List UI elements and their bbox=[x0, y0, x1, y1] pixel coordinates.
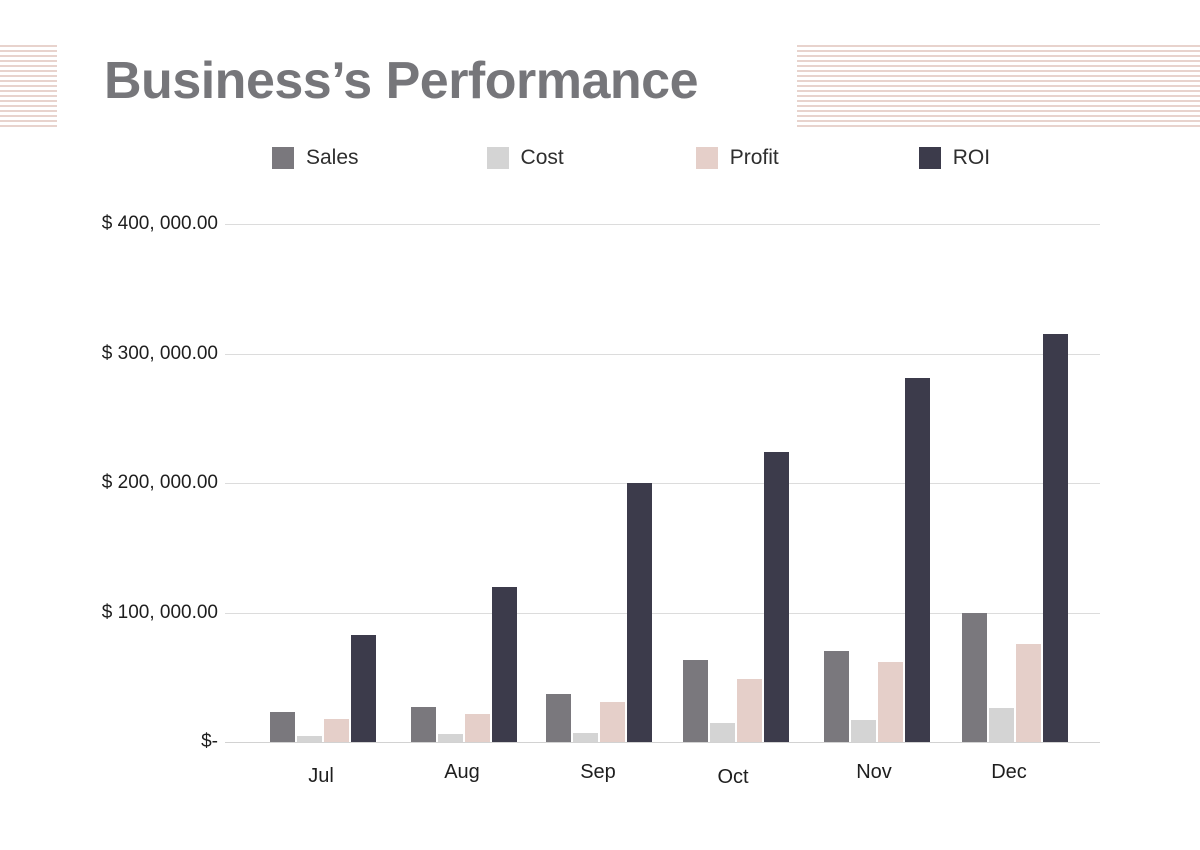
bar-cost-aug[interactable] bbox=[438, 734, 463, 742]
legend-label: Cost bbox=[520, 146, 564, 169]
x-axis-label-dec: Dec bbox=[991, 761, 1027, 783]
y-axis-tick-label: $ 300, 000.00 bbox=[101, 342, 218, 364]
x-axis-label-sep: Sep bbox=[580, 761, 616, 783]
gridline bbox=[225, 612, 1100, 614]
bar-sales-sep[interactable] bbox=[546, 694, 571, 742]
bar-group-dec bbox=[962, 222, 1068, 742]
bar-roi-nov[interactable] bbox=[905, 378, 930, 742]
bar-profit-sep[interactable] bbox=[600, 701, 625, 742]
bar-profit-aug[interactable] bbox=[465, 713, 490, 742]
bar-roi-sep[interactable] bbox=[627, 483, 652, 742]
bar-profit-nov[interactable] bbox=[878, 661, 903, 742]
bar-group-jul bbox=[270, 222, 376, 742]
bar-profit-oct[interactable] bbox=[737, 678, 762, 742]
bar-sales-jul[interactable] bbox=[270, 712, 295, 742]
x-axis-label-jul: Jul bbox=[308, 765, 334, 787]
y-axis-tick-label: $ 200, 000.00 bbox=[101, 472, 218, 493]
bar-cost-dec[interactable] bbox=[989, 708, 1014, 742]
gridline bbox=[225, 353, 1100, 355]
bar-group-nov bbox=[824, 222, 930, 742]
bar-sales-aug[interactable] bbox=[411, 707, 436, 742]
y-axis-tick-label: $ 100, 000.00 bbox=[101, 601, 218, 623]
bar-cost-nov[interactable] bbox=[851, 720, 876, 742]
bar-sales-dec[interactable] bbox=[962, 612, 987, 742]
bar-group-oct bbox=[683, 222, 789, 742]
legend-swatch-roi-icon bbox=[918, 147, 941, 169]
bar-profit-jul[interactable] bbox=[324, 718, 349, 742]
bar-roi-oct[interactable] bbox=[764, 451, 789, 742]
legend-swatch-cost-icon bbox=[486, 147, 509, 169]
y-axis-tick-label: $- bbox=[201, 731, 218, 752]
chart-legend: Sales Cost Profit ROI bbox=[272, 146, 990, 170]
bar-group-sep bbox=[546, 222, 652, 742]
x-axis-label-oct: Oct bbox=[717, 766, 749, 788]
legend-item-sales[interactable]: Sales bbox=[272, 146, 359, 170]
bar-profit-dec[interactable] bbox=[1016, 643, 1041, 742]
bar-group-aug bbox=[411, 222, 517, 742]
legend-label: Profit bbox=[729, 146, 779, 169]
bar-roi-aug[interactable] bbox=[492, 586, 517, 742]
x-axis-label-nov: Nov bbox=[856, 761, 892, 783]
bar-roi-dec[interactable] bbox=[1043, 334, 1068, 742]
bar-cost-sep[interactable] bbox=[573, 732, 598, 742]
bar-roi-jul[interactable] bbox=[351, 634, 376, 742]
gridline bbox=[225, 483, 1100, 484]
y-axis-tick-label: $ 400, 000.00 bbox=[101, 213, 218, 234]
legend-item-profit[interactable]: Profit bbox=[695, 146, 779, 170]
bar-cost-jul[interactable] bbox=[297, 735, 322, 742]
gridline bbox=[225, 224, 1100, 225]
legend-label: ROI bbox=[952, 146, 991, 169]
page-title: Business’s Performance bbox=[104, 52, 699, 110]
bar-cost-oct[interactable] bbox=[710, 722, 735, 742]
legend-item-cost[interactable]: Cost bbox=[486, 146, 564, 170]
bar-sales-oct[interactable] bbox=[683, 660, 708, 742]
legend-label: Sales bbox=[306, 146, 359, 169]
x-axis-label-aug: Aug bbox=[444, 761, 480, 783]
bar-sales-nov[interactable] bbox=[824, 651, 849, 742]
axis-baseline bbox=[225, 742, 1100, 743]
legend-swatch-sales-icon bbox=[272, 147, 294, 169]
legend-item-roi[interactable]: ROI bbox=[918, 146, 991, 170]
legend-swatch-profit-icon bbox=[695, 147, 718, 169]
